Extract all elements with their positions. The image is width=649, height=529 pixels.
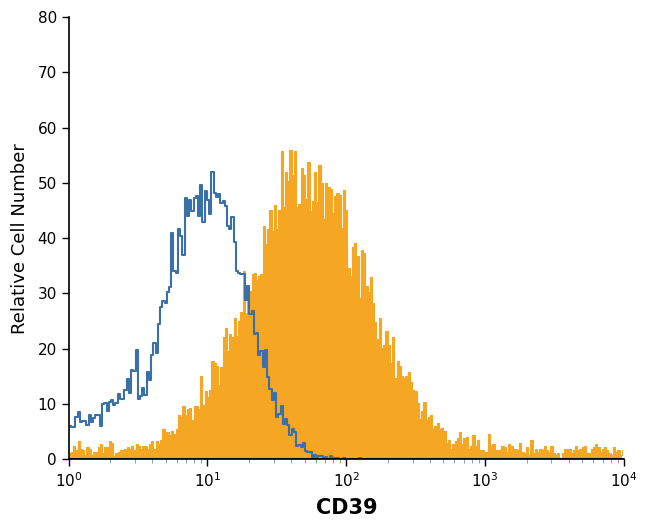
Y-axis label: Relative Cell Number: Relative Cell Number	[11, 143, 29, 333]
X-axis label: CD39: CD39	[315, 498, 377, 518]
